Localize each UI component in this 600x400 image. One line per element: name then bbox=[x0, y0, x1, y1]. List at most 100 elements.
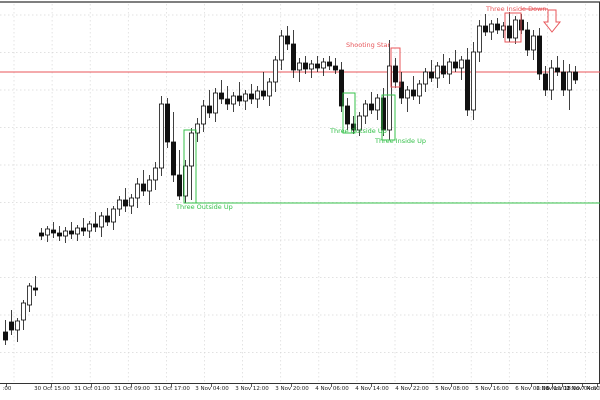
x-axis-tick-label: 5 Nov 16:00 bbox=[475, 386, 509, 392]
candle-up bbox=[356, 115, 362, 131]
candle-up bbox=[128, 197, 134, 207]
candle-up bbox=[230, 95, 236, 105]
candle-up bbox=[422, 71, 428, 85]
candle-down bbox=[224, 98, 230, 105]
down-arrow-icon bbox=[542, 9, 562, 33]
candle-down bbox=[248, 93, 254, 100]
candle-up bbox=[416, 83, 422, 97]
candle-up bbox=[254, 90, 260, 100]
candle-up bbox=[111, 208, 117, 223]
candle-down bbox=[338, 69, 344, 107]
x-axis-tick-label: 31 Oct 01:00 bbox=[74, 386, 110, 392]
candle-down bbox=[176, 174, 182, 197]
candle-up bbox=[75, 227, 81, 235]
pattern-label-0: Three Outside Up bbox=[176, 203, 233, 211]
candle-up bbox=[296, 62, 302, 71]
candle-down bbox=[332, 65, 338, 71]
candle-up bbox=[470, 51, 476, 111]
candle-down bbox=[573, 71, 579, 81]
candle-up bbox=[134, 183, 140, 199]
candle-up bbox=[266, 81, 272, 97]
candle-up bbox=[434, 65, 440, 79]
candle-down bbox=[170, 141, 176, 176]
candle-up bbox=[458, 59, 464, 69]
candle-up bbox=[14, 320, 20, 331]
candle-down bbox=[350, 123, 356, 131]
candle-down bbox=[410, 89, 416, 97]
candle-up bbox=[212, 92, 218, 114]
candle-down bbox=[561, 71, 567, 91]
x-axis-tick-label: 4 Nov 06:00 bbox=[315, 386, 349, 392]
candle-up bbox=[242, 93, 248, 102]
pattern-label-4: Three Inside Down bbox=[486, 5, 547, 13]
candle-down bbox=[51, 229, 57, 234]
x-axis-tick-label: 7 Nov 04:00 bbox=[566, 386, 600, 392]
pattern-box-2 bbox=[381, 94, 396, 141]
candle-up bbox=[272, 59, 278, 83]
candle-down bbox=[506, 25, 512, 39]
candle-down bbox=[236, 95, 242, 102]
candle-down bbox=[314, 63, 320, 69]
candle-up bbox=[194, 123, 200, 134]
candle-down bbox=[482, 25, 488, 33]
candle-down bbox=[392, 65, 398, 83]
candle-down bbox=[380, 97, 386, 131]
pattern-box-0 bbox=[183, 129, 197, 204]
candle-down bbox=[440, 65, 446, 75]
candle-down bbox=[206, 105, 212, 114]
candle-up bbox=[152, 167, 158, 181]
candle-up bbox=[117, 199, 123, 210]
x-axis-tick-label: 31 Oct 17:00 bbox=[154, 386, 190, 392]
candle-up bbox=[513, 19, 519, 39]
candle-down bbox=[260, 90, 266, 97]
x-axis-tick-label: 30 Oct 15:00 bbox=[34, 386, 70, 392]
candle-up bbox=[374, 97, 380, 111]
candle-up bbox=[362, 103, 368, 117]
candle-down bbox=[284, 35, 290, 45]
x-axis-tick-label: 3 Nov 20:00 bbox=[275, 386, 309, 392]
candle-down bbox=[543, 73, 549, 91]
candle-down bbox=[33, 287, 39, 291]
candle-up bbox=[63, 230, 69, 237]
grid-lines bbox=[0, 4, 600, 383]
pattern-label-3: Shooting Star bbox=[346, 41, 391, 49]
candle-up bbox=[446, 61, 452, 75]
candle-down bbox=[290, 43, 296, 71]
candle-up bbox=[549, 67, 555, 91]
pattern-label-1: Three Outside Up bbox=[330, 127, 387, 135]
x-axis-tick-label: 31 Oct 09:00 bbox=[114, 386, 150, 392]
candle-up bbox=[20, 302, 26, 321]
x-axis-tick-label: 4 Nov 14:00 bbox=[355, 386, 389, 392]
candle-down bbox=[69, 230, 75, 235]
candle-up bbox=[308, 63, 314, 70]
x-axis-tick-label: 3 Nov 12:00 bbox=[235, 386, 269, 392]
candle-up bbox=[146, 179, 152, 192]
candle-up bbox=[567, 71, 573, 91]
x-axis-tick-label: 6 Nov 10:00 bbox=[536, 386, 570, 392]
x-axis-tick-label: :00 bbox=[2, 386, 12, 392]
candle-up bbox=[278, 35, 284, 61]
candle-down bbox=[3, 331, 8, 341]
candle-down bbox=[555, 67, 561, 73]
x-axis-tick-label: 3 Nov 04:00 bbox=[195, 386, 229, 392]
x-axis-tick-label: 7 Nov 12:00 bbox=[581, 386, 600, 392]
candle-down bbox=[57, 232, 63, 237]
candle-up bbox=[99, 215, 105, 228]
candle-down bbox=[344, 105, 350, 125]
candle-up bbox=[188, 132, 194, 167]
candle-up bbox=[182, 165, 188, 197]
pattern-box-4 bbox=[504, 12, 522, 43]
candle-down bbox=[398, 81, 404, 99]
candle-down bbox=[525, 29, 531, 51]
candle-down bbox=[81, 227, 87, 232]
candle-down bbox=[105, 215, 111, 223]
candle-up bbox=[320, 61, 326, 69]
candle-up bbox=[500, 25, 506, 31]
candle-up bbox=[87, 223, 93, 232]
candle-up bbox=[404, 89, 410, 99]
x-axis-tick-label: 5 Nov 08:00 bbox=[435, 386, 469, 392]
candle-up bbox=[531, 35, 537, 51]
candle-down bbox=[8, 321, 14, 331]
candle-down bbox=[93, 223, 99, 228]
